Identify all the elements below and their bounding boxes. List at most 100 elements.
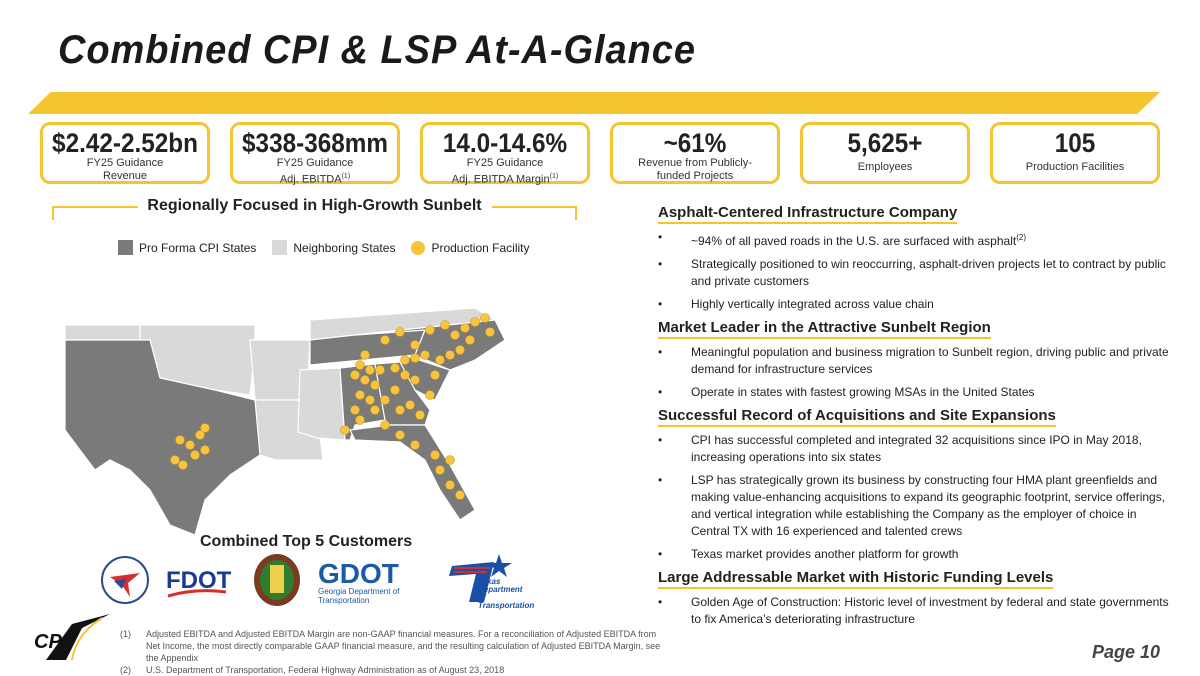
- bullet: LSP has strategically grown its business…: [658, 472, 1178, 540]
- facility-dot: [365, 395, 375, 405]
- page-number: Page 10: [1091, 642, 1160, 662]
- facility-dot: [370, 405, 380, 415]
- facility-dot: [410, 375, 420, 385]
- facility-dot: [178, 460, 188, 470]
- map-title: Regionally Focused in High-Growth Sunbel…: [137, 197, 492, 215]
- facility-dot: [390, 385, 400, 395]
- facility-swatch: [411, 240, 426, 255]
- kpi-label: funded Projects: [656, 170, 734, 182]
- facility-dot: [430, 450, 440, 460]
- facility-dot: [360, 350, 370, 360]
- facility-dot: [395, 405, 405, 415]
- bullet: Texas market provides another platform f…: [658, 546, 1178, 563]
- facility-dot: [360, 375, 370, 385]
- facility-dot: [425, 325, 435, 335]
- state-mississippi: [297, 367, 346, 441]
- kpi-card: 105 Production Facilities: [990, 122, 1160, 184]
- txdot-mark: [449, 554, 512, 602]
- facility-dot: [455, 490, 465, 500]
- kpi-card: 5,625+ Employees: [800, 122, 970, 184]
- kpi-label: FY25 Guidance: [276, 157, 354, 169]
- facility-dot: [485, 327, 495, 337]
- svg-text:CPI: CPI: [34, 631, 68, 653]
- kpi-row: $2.42-2.52bn FY25 Guidance Revenue $338-368…: [40, 122, 1160, 186]
- facility-dot: [400, 370, 410, 380]
- aldot-logo: [254, 554, 300, 606]
- facility-dot: [380, 420, 390, 430]
- facility-dot: [350, 370, 360, 380]
- facility-dot: [200, 445, 210, 455]
- facility-dot: [340, 425, 350, 435]
- kpi-value: 14.0-14.6%: [442, 128, 568, 158]
- map-header: Regionally Focused in High-Growth Sunbel…: [52, 197, 577, 241]
- facility-dot: [410, 353, 420, 363]
- legend-cpi: Pro Forma CPI States: [139, 240, 257, 255]
- facility-dot: [450, 330, 460, 340]
- fdot-logo: FDOT: [166, 567, 232, 598]
- gdot-logo: GDOT Georgia Department of Transportatio…: [318, 556, 428, 605]
- footnotes: (1) Adjusted EBITDA and Adjusted EBITDA M…: [120, 628, 666, 676]
- facility-dot: [355, 415, 365, 425]
- facility-dot: [410, 440, 420, 450]
- facility-dot: [430, 370, 440, 380]
- state-florida: [349, 424, 476, 521]
- facility-dot: [355, 390, 365, 400]
- section-title: Successful Record of Acquisitions and Si…: [658, 407, 1056, 427]
- facility-dot: [480, 313, 490, 323]
- kpi-value: 5,625+: [847, 128, 923, 158]
- bullet: ~94% of all paved roads in the U.S. are …: [658, 229, 1178, 250]
- section: Asphalt-Centered Infrastructure Company ~…: [658, 204, 1178, 313]
- facility-dot: [445, 350, 455, 360]
- bullet: Highly vertically integrated across valu…: [658, 296, 1178, 313]
- facility-dot: [175, 435, 185, 445]
- page-title: Combined CPI & LSP At-A-Glance: [58, 28, 696, 72]
- facility-dot: [415, 410, 425, 420]
- gdot-wordmark: GDOT: [318, 558, 399, 586]
- highlights: Asphalt-Centered Infrastructure Company ~…: [658, 204, 1178, 634]
- facility-dot: [395, 327, 405, 337]
- facility-dot: [370, 380, 380, 390]
- section-title: Large Addressable Market with Historic F…: [658, 569, 1054, 589]
- facility-dot: [420, 350, 430, 360]
- facility-dot: [190, 450, 200, 460]
- facility-dot: [405, 400, 415, 410]
- kpi-label: Production Facilities: [1025, 161, 1125, 173]
- cpi-logo: CPI: [34, 614, 110, 661]
- kpi-label: Adj. EBITDA(1): [279, 173, 351, 186]
- section-title: Asphalt-Centered Infrastructure Company: [658, 204, 958, 224]
- facility-dot: [440, 320, 450, 330]
- bullet: Operate in states with fastest growing M…: [658, 384, 1178, 401]
- state-new-mexico: [64, 324, 141, 341]
- bullet: Strategically positioned to win reoccurr…: [658, 256, 1178, 290]
- kpi-value: 105: [1054, 128, 1096, 158]
- neighbor-swatch: [272, 240, 288, 255]
- sunbelt-map: [64, 307, 506, 536]
- facility-dot: [425, 390, 435, 400]
- kpi-label: Revenue from Publicly-: [638, 157, 752, 169]
- ncdot-logo: [101, 556, 149, 604]
- legend-neighbor: Neighboring States: [293, 240, 396, 255]
- customers-title: Combined Top 5 Customers: [200, 533, 413, 550]
- kpi-value: $2.42-2.52bn: [52, 128, 198, 158]
- svg-text:GDOT: GDOT: [318, 558, 399, 586]
- kpi-card: 14.0-14.6% FY25 Guidance Adj. EBITDA Margi…: [420, 122, 590, 186]
- facility-dot: [380, 395, 390, 405]
- bullet: CPI has successful completed and integra…: [658, 432, 1178, 466]
- facility-dot: [410, 340, 420, 350]
- footnote: (1) Adjusted EBITDA and Adjusted EBITDA M…: [120, 629, 661, 663]
- section: Market Leader in the Attractive Sunbelt …: [658, 319, 1178, 401]
- state-texas: [64, 339, 261, 536]
- facility-dot: [375, 365, 385, 375]
- facility-dot: [350, 405, 360, 415]
- kpi-label: Adj. EBITDA Margin(1): [451, 173, 559, 186]
- facility-dot: [380, 335, 390, 345]
- section: Large Addressable Market with Historic F…: [658, 569, 1178, 628]
- facility-dot: [195, 430, 205, 440]
- customer-logos: FDOT GDOT Georgia Department of Transpor…: [100, 553, 534, 610]
- legend-facility: Production Facility: [431, 240, 530, 255]
- kpi-card: ~61% Revenue from Publicly-funded Project…: [610, 122, 780, 184]
- map-legend: Pro Forma CPI States Neighboring States …: [118, 240, 530, 255]
- kpi-label: FY25 Guidance: [466, 157, 544, 169]
- footnote: (2) U.S. Department of Transportation, Fe…: [120, 665, 505, 675]
- facility-dot: [435, 465, 445, 475]
